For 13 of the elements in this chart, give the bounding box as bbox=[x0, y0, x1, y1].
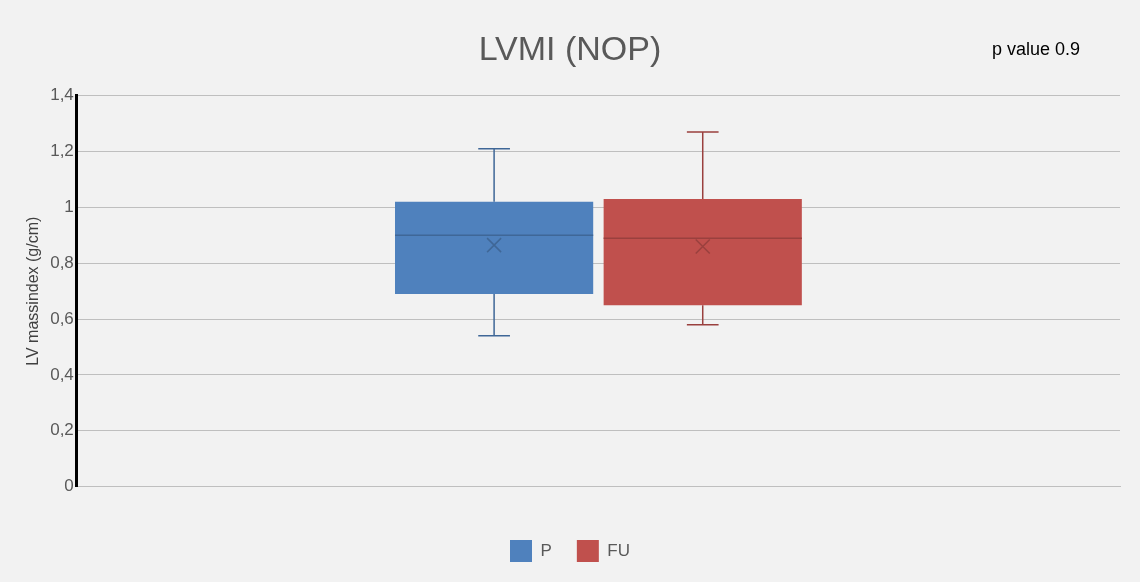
text: p value 0.9 bbox=[991, 38, 1080, 59]
y-tick-label: 0,8 bbox=[50, 252, 74, 272]
y-tick-label: 0,6 bbox=[50, 308, 74, 328]
y-tick-label: 1,4 bbox=[50, 85, 74, 105]
y-tick-label: 0 bbox=[64, 476, 74, 496]
y-axis-title: LV massindex (g/cm) bbox=[24, 216, 42, 366]
legend-label: FU bbox=[607, 540, 631, 560]
y-tick-label: 0,2 bbox=[50, 420, 74, 440]
chart-title: LVMI (NOP) bbox=[478, 28, 662, 67]
y-tick-label: 1 bbox=[64, 197, 74, 217]
y-tick-label: 0,4 bbox=[50, 364, 74, 384]
y-tick-label: 1,2 bbox=[50, 141, 74, 161]
legend-label: P bbox=[540, 540, 552, 560]
